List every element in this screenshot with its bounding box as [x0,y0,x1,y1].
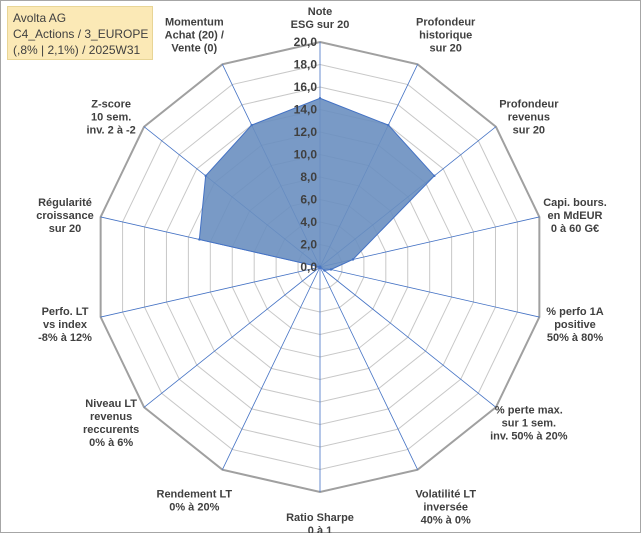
axis-label: Profondeur historique sur 20 [416,17,476,55]
axis-label: Profondeur revenus sur 20 [499,99,559,137]
title-box: Avolta AG C4_Actions / 3_EUROPE (,8% | 2… [7,6,153,60]
axis-category-labels: Note ESG sur 20 Profondeur historique sur 20… [36,6,607,533]
axis-label: Rendement LT 0% à 20% [157,488,233,513]
data-point [351,258,355,261]
radial-tick-labels: 0,0 2,0 4,0 6,0 8,0 10,0 12,0 14,0 16,0 18,0 20,0 [294,35,318,274]
data-point [250,123,253,127]
data-point [318,265,322,269]
tick-label: 16,0 [294,80,318,94]
tick-label: 4,0 [300,215,317,229]
axis-spoke [319,216,540,268]
tick-label: 10,0 [294,148,318,162]
performance-and-week: (,8% | 2,1%) / 2025W31 [13,43,141,57]
axis-label: Z-score 10 sem. inv. 2 à -2 [86,99,135,137]
portfolio-category: C4_Actions / 3_EUROPE [13,27,149,41]
axis-label: Régularité croissance sur 20 [36,197,93,235]
axis-label: % perte max. sur 1 sem. inv. 50% à 20% [490,404,568,442]
axis-spoke [143,266,321,408]
tick-label: 12,0 [294,125,318,139]
axis-label: % perfo 1A positive 50% à 80% [546,306,604,344]
data-point [323,269,326,272]
axis-label: Ratio Sharpe 0 à 1 [286,512,354,533]
axis-label: Volatilité LT inversée 40% à 0% [415,488,476,526]
radar-series [198,97,436,272]
tick-label: 8,0 [300,170,317,184]
tick-label: 20,0 [294,35,318,49]
axis-label: Note ESG sur 20 [291,6,350,31]
axis-label: Perfo. LT vs index -8% à 12% [38,306,92,344]
axis-spoke [222,266,321,470]
tick-label: 2,0 [300,238,317,252]
tick-label: 14,0 [294,103,318,117]
tick-label: 18,0 [294,58,318,72]
company-name: Avolta AG [13,11,67,25]
tick-label: 0,0 [300,260,317,274]
data-point [329,268,333,271]
data-point [204,174,207,178]
axis-label: Momentum Achat (20) / Vente (0) [165,17,224,55]
data-point [318,97,322,100]
axis-label: Niveau LT revenus reccurents 0% à 6% [83,398,139,449]
axis-label: Capi. bours. en MdEUR 0 à 60 G€ [543,197,607,235]
axis-spoke [319,266,497,408]
data-point [433,174,436,178]
data-point [198,238,201,241]
tick-label: 6,0 [300,193,317,207]
data-point [387,123,390,127]
axis-spoke [319,266,540,318]
axis-spoke [100,266,321,318]
axis-spoke [319,266,418,470]
